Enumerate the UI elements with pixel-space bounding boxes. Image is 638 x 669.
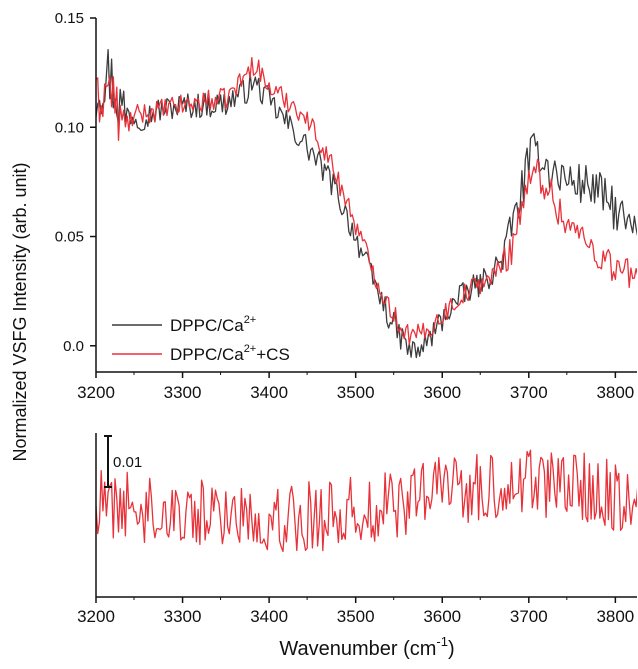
- x-axis-label: Wavenumber (cm-1): [279, 634, 454, 660]
- top-x-tick-label: 3600: [423, 383, 461, 402]
- top-plot-area: [96, 48, 637, 359]
- bottom-x-tick-label: 3200: [77, 607, 115, 626]
- series-line-dppc-ca: [96, 48, 637, 359]
- top-panel: 0.0 0.05 0.10 0.15 3200 3300 3400 3500 3600 3700 3…: [55, 10, 637, 402]
- top-x-tick-label: 3200: [77, 383, 115, 402]
- scale-bar: 0.01: [104, 435, 142, 488]
- bottom-x-tick-label: 3800: [596, 607, 634, 626]
- bottom-plot-area: [96, 449, 637, 553]
- top-axes: 0.0 0.05 0.10 0.15 3200 3300 3400 3500 3600 3700 3…: [55, 10, 637, 402]
- scale-bar-label: 0.01: [113, 454, 142, 471]
- top-y-tick-label: 0.0: [63, 338, 84, 355]
- top-x-tick-label: 3400: [250, 383, 288, 402]
- top-x-tick-label: 3700: [510, 383, 548, 402]
- bottom-x-tick-label: 3300: [164, 607, 202, 626]
- legend-item-dppc-ca: DPPC/Ca2+: [112, 314, 256, 335]
- bottom-x-tick-label: 3600: [423, 607, 461, 626]
- top-y-tick-label: 0.15: [55, 10, 84, 27]
- bottom-panel: 3200 3300 3400 3500 3600 3700 3800 0.01: [77, 433, 637, 626]
- difference-line: [96, 449, 637, 553]
- legend: DPPC/Ca2+ DPPC/Ca2++CS: [112, 314, 290, 364]
- top-x-tick-label: 3500: [337, 383, 375, 402]
- bottom-axes: 3200 3300 3400 3500 3600 3700 3800: [77, 433, 637, 626]
- series-line-dppc-ca-cs: [96, 56, 637, 345]
- top-x-tick-label: 3800: [596, 383, 634, 402]
- bottom-x-tick-label: 3400: [250, 607, 288, 626]
- bottom-x-tick-label: 3500: [337, 607, 375, 626]
- top-y-tick-label: 0.05: [55, 229, 84, 246]
- top-y-tick-label: 0.10: [55, 119, 84, 136]
- y-axis-label: Normalized VSFG Intensity (arb. unit): [10, 162, 30, 461]
- legend-label-dppc-ca: DPPC/Ca2+: [170, 314, 256, 335]
- bottom-x-tick-label: 3700: [510, 607, 548, 626]
- top-x-tick-label: 3300: [164, 383, 202, 402]
- legend-item-dppc-ca-cs: DPPC/Ca2++CS: [112, 343, 290, 364]
- legend-label-dppc-ca-cs: DPPC/Ca2++CS: [170, 343, 290, 364]
